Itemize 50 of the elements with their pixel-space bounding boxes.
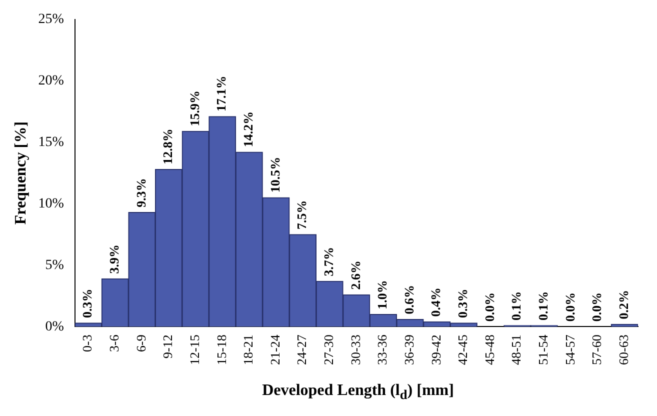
x-tick-label: 18-21 [240,334,256,366]
y-tick-label: 0% [45,319,64,334]
data-label: 10.5% [267,156,282,193]
x-tick-label: 3-6 [106,334,122,352]
data-label: 7.5% [294,200,310,230]
x-tick-label: 39-42 [428,334,444,366]
x-tick-label: 57-60 [589,334,604,366]
x-tick-label: 9-12 [160,334,176,359]
x-tick-label: 54-57 [562,334,578,366]
data-label: 0.2% [616,290,631,320]
x-tick-label: 51-54 [536,334,551,366]
x-tick-label: 27-30 [321,334,336,366]
data-label: 0.0% [562,292,578,322]
data-label: 15.9% [186,90,202,126]
x-axis-title: Developed Length (l$_{d}$) [mm] [261,382,455,404]
x-tick-label: 33-36 [374,334,390,366]
data-label: 0.6% [401,285,416,314]
y-tick-label: 5% [45,258,64,273]
x-tick-label: 24-27 [294,334,310,366]
data-label: 0.0% [482,292,497,322]
y-tick-label: 15% [38,134,64,150]
y-axis-title: Frequency [%] [12,121,30,225]
data-label: 0.3% [455,288,470,318]
data-label: 0.1% [536,291,551,320]
data-label: 9.3% [133,178,148,208]
x-tick-label: 21-24 [267,334,282,366]
data-label: 14.2% [240,111,256,148]
x-tick-label: 36-39 [401,334,416,366]
data-label: 0.4% [428,288,444,317]
y-tick-label: 20% [38,74,64,89]
x-tick-label: 0-3 [80,334,95,352]
x-tick-label: 30-33 [348,334,363,366]
y-tick-label: 25% [38,12,64,28]
data-label: 17.1% [214,76,229,112]
data-label: 0.0% [589,292,604,322]
x-tick-label: 48-51 [508,334,524,366]
x-tick-label: 60-63 [616,334,632,366]
data-label: 0.1% [508,291,524,320]
data-label: 12.8% [160,128,176,164]
data-label: 3.9% [106,244,122,274]
data-label: 2.6% [348,260,363,290]
data-label: 3.7% [320,246,336,276]
x-tick-label: 42-45 [455,334,470,366]
y-tick-label: 10% [38,196,64,212]
x-tick-label: 45-48 [482,334,497,366]
data-label: 0.3% [80,288,95,318]
data-label: 1.0% [374,280,390,310]
x-tick-label: 6-9 [133,334,148,352]
x-tick-label: 15-18 [214,334,229,366]
x-tick-label: 12-15 [186,334,202,366]
